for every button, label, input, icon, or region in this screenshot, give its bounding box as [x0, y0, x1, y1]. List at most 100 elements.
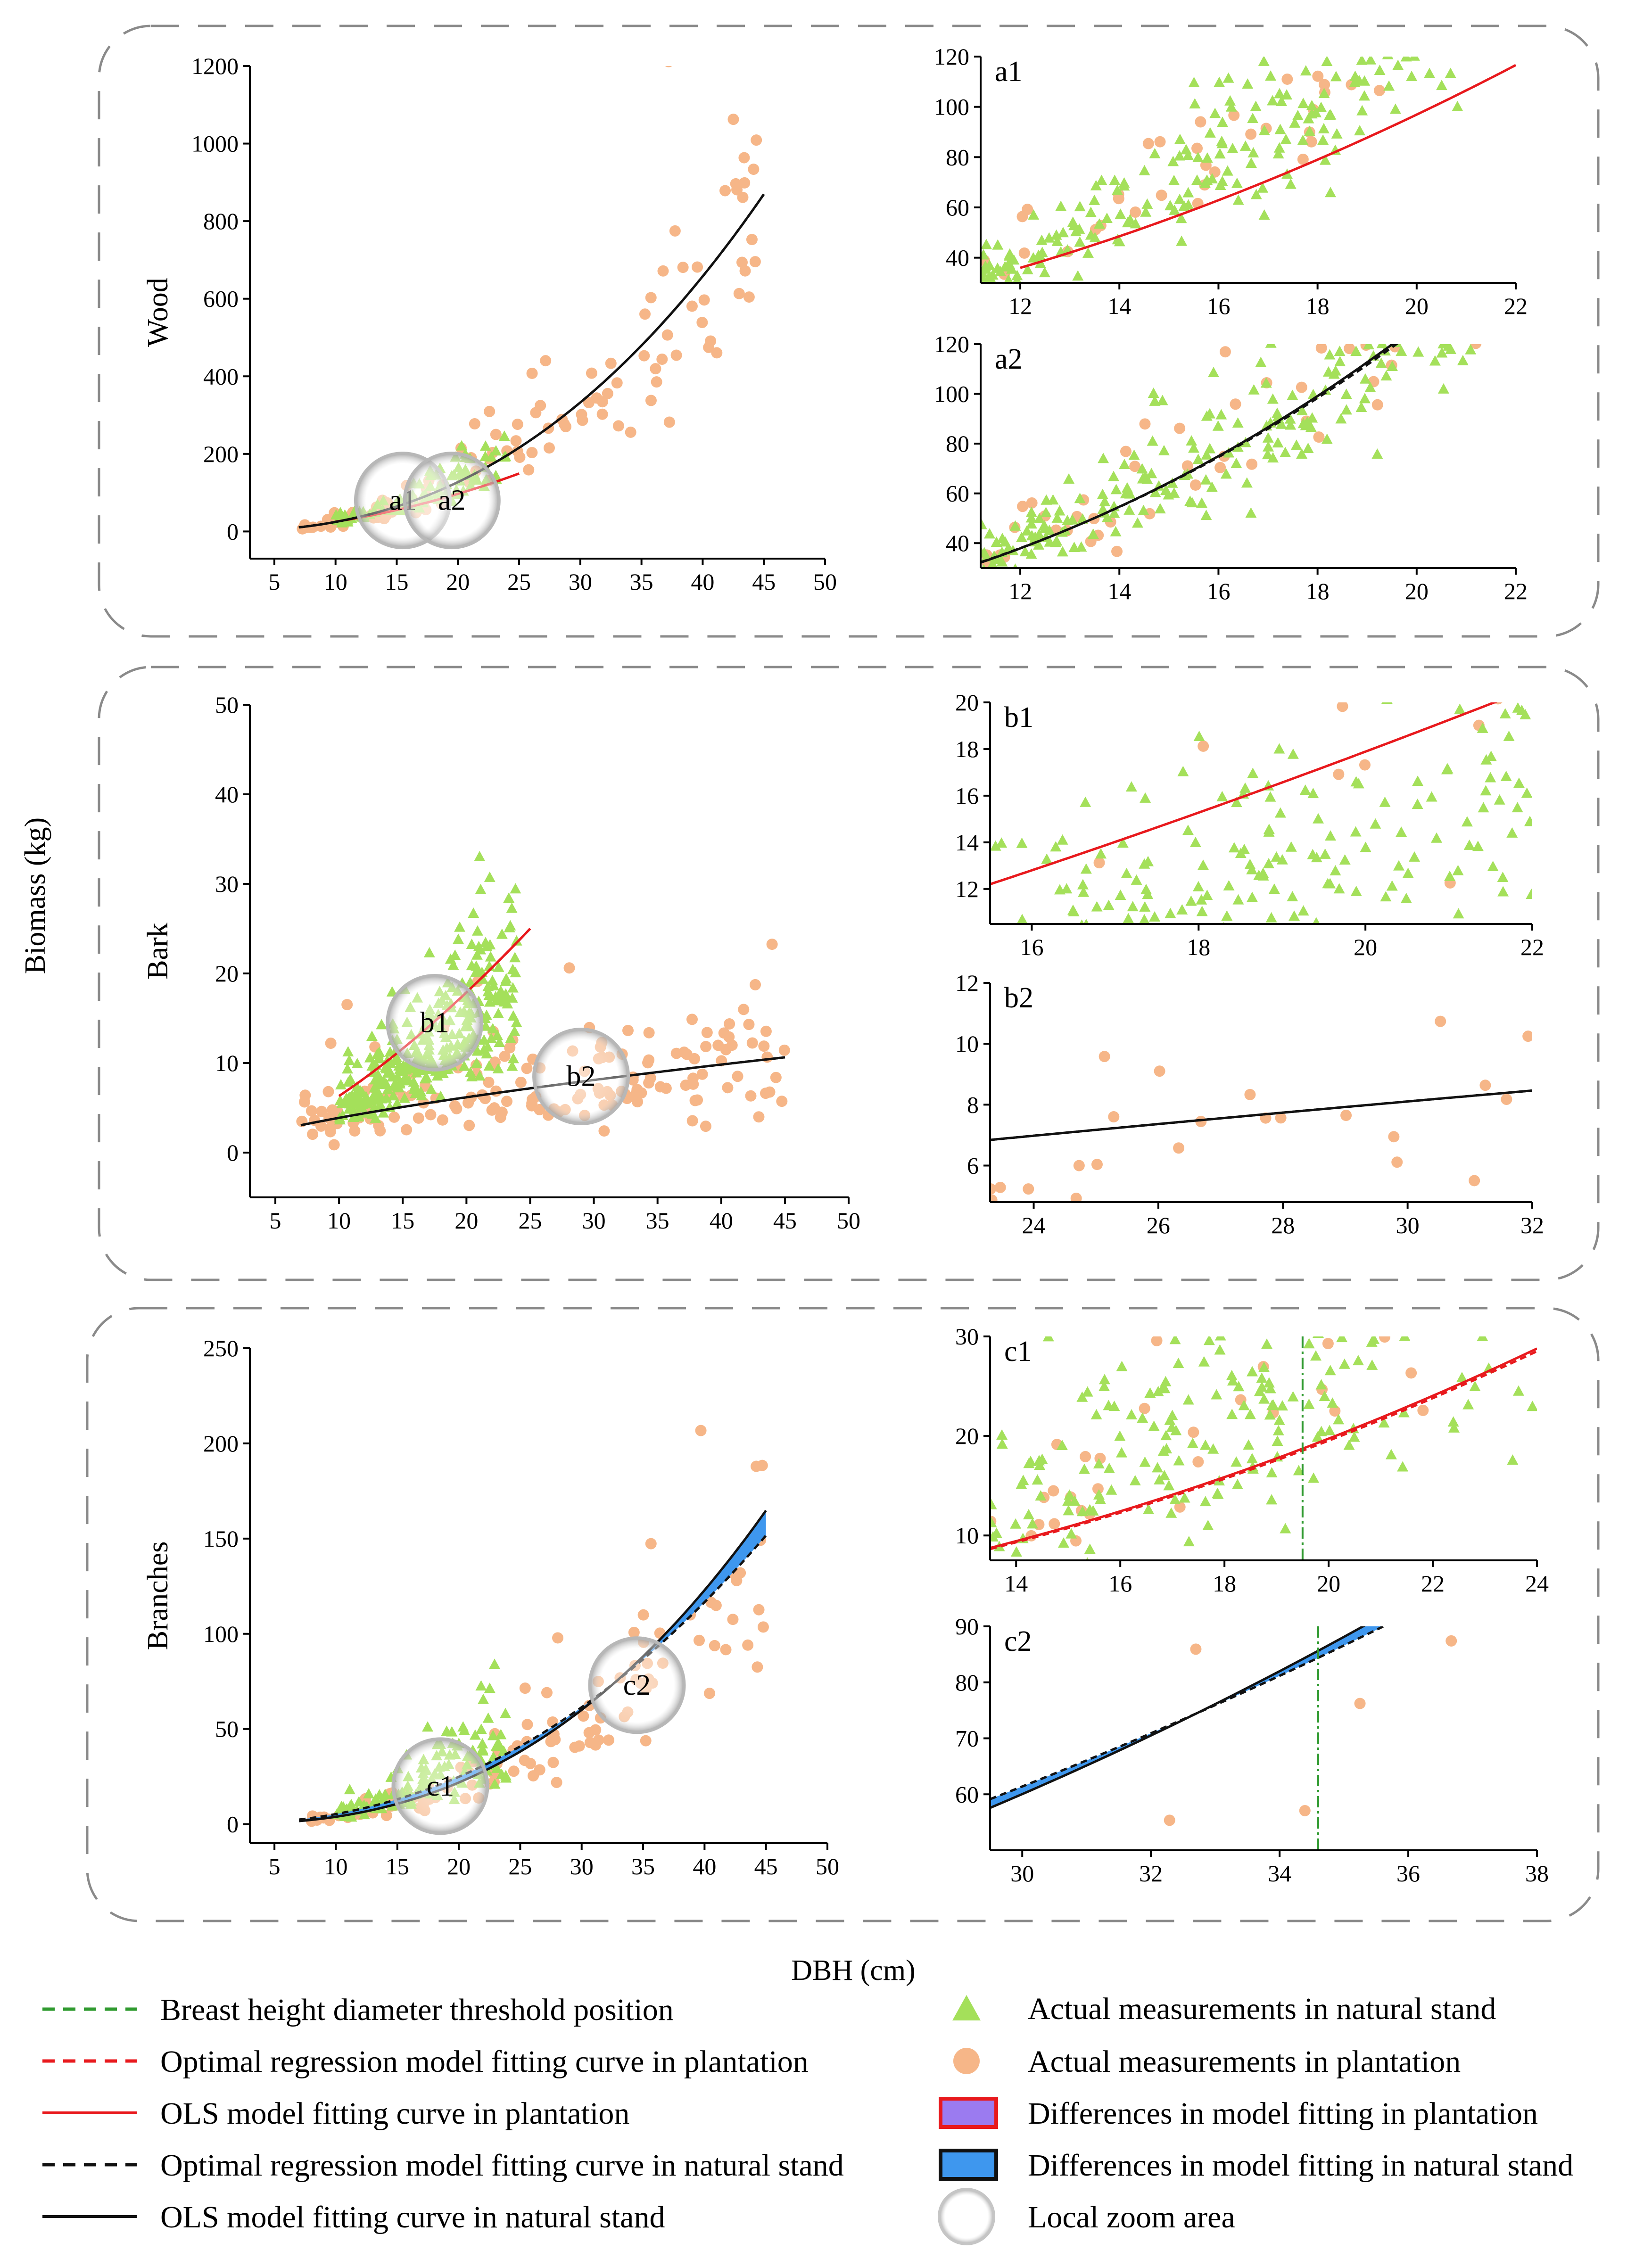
- natural-point: [335, 1079, 347, 1089]
- natural-point: [1050, 536, 1062, 547]
- natural-point: [475, 1723, 487, 1734]
- natural-point: [1285, 841, 1297, 852]
- natural-point: [511, 1017, 522, 1028]
- natural-point: [1317, 1281, 1329, 1291]
- plantation-point: [1391, 1156, 1403, 1168]
- natural-point: [1307, 849, 1319, 859]
- natural-point: [1402, 867, 1414, 878]
- natural-point: [1465, 344, 1477, 354]
- natural-point: [1483, 27, 1495, 37]
- natural-point: [492, 1737, 504, 1748]
- plantation-point: [990, 1855, 1001, 1866]
- plot-area-a1: [981, 0, 1516, 283]
- natural-point: [1224, 95, 1236, 106]
- zoom-label-c1: c1: [427, 1770, 454, 1802]
- natural-point: [1442, 763, 1454, 774]
- natural-point: [1408, 0, 1419, 4]
- natural-point: [471, 1057, 482, 1068]
- plot-area-b2: [990, 1015, 1532, 1202]
- natural-point: [1324, 1425, 1336, 1435]
- plantation-point: [727, 114, 739, 125]
- plantation-point: [709, 1640, 720, 1651]
- panel-label-wood: Wood: [142, 278, 174, 347]
- natural-point: [1359, 393, 1371, 404]
- natural-point: [1505, 1264, 1517, 1275]
- natural-point: [1139, 914, 1150, 924]
- plantation-point: [656, 353, 668, 365]
- natural-point: [1243, 1439, 1255, 1450]
- natural-point: [1287, 1391, 1299, 1401]
- natural-point: [1310, 1350, 1322, 1361]
- plantation-point: [521, 1719, 533, 1731]
- plantation-point: [743, 1019, 755, 1030]
- natural-point: [1443, 1294, 1454, 1304]
- natural-point: [1085, 229, 1097, 240]
- natural-point: [1475, 650, 1487, 660]
- natural-point: [1468, 686, 1479, 697]
- plantation-point: [512, 419, 523, 430]
- natural-point: [1362, 234, 1373, 245]
- natural-point: [1412, 799, 1423, 809]
- natural-point: [1132, 517, 1143, 528]
- plantation-point: [374, 1125, 386, 1137]
- plot-area-c2: [990, 1626, 1457, 1866]
- natural-point: [1050, 841, 1062, 852]
- natural-point: [1352, 1355, 1364, 1366]
- natural-point: [338, 1801, 349, 1812]
- zoom-circle-b2: [532, 1028, 630, 1125]
- plantation-point: [1400, 1284, 1411, 1295]
- x-tick-label: 15: [385, 569, 408, 595]
- y-tick-label: 60: [946, 480, 969, 507]
- panel-a2: 12 14 16 18 20 22 40 60 80 100 120 a2: [934, 234, 1528, 604]
- plantation-point: [643, 1027, 655, 1039]
- plantation-point: [1026, 497, 1038, 509]
- natural-point: [1274, 124, 1286, 134]
- natural-point: [1200, 474, 1212, 485]
- natural-point: [507, 1053, 519, 1063]
- natural-point: [391, 1052, 403, 1063]
- natural-point: [991, 553, 1002, 564]
- plantation-point: [586, 367, 597, 379]
- plantation-point: [1353, 1316, 1364, 1327]
- natural-point: [1221, 910, 1233, 921]
- plantation-point: [680, 1080, 692, 1091]
- natural-point: [362, 1095, 374, 1105]
- natural-point: [1263, 857, 1274, 868]
- plantation-point: [710, 1599, 722, 1611]
- plantation-point: [696, 1068, 708, 1080]
- natural-point: [1038, 971, 1049, 981]
- x-tick-label: 50: [813, 569, 837, 595]
- natural-point: [1196, 497, 1208, 508]
- natural-point: [1412, 346, 1424, 357]
- natural-point: [475, 883, 487, 894]
- x-tick-label: 20: [454, 1207, 478, 1234]
- natural-point: [1495, 1188, 1507, 1198]
- natural-point: [1192, 151, 1204, 162]
- natural-point: [1247, 147, 1259, 158]
- plantation-point: [645, 395, 657, 406]
- natural-point: [1280, 1523, 1291, 1533]
- natural-point: [1339, 1286, 1351, 1296]
- natural-point: [1319, 154, 1331, 165]
- plantation-point: [401, 1124, 413, 1136]
- natural-point: [1356, 105, 1368, 115]
- natural-point: [495, 1729, 507, 1739]
- natural-point: [1016, 1478, 1027, 1489]
- natural-point: [1164, 1414, 1176, 1425]
- plantation-point: [693, 1634, 705, 1646]
- natural-point: [1321, 433, 1333, 444]
- natural-point: [1147, 435, 1158, 446]
- natural-point: [1084, 1504, 1096, 1515]
- natural-point: [1146, 468, 1157, 478]
- natural-point: [435, 1090, 446, 1101]
- natural-point: [1121, 482, 1133, 493]
- plot-area-c1: [990, 1188, 1537, 1560]
- natural-point: [1300, 65, 1312, 76]
- natural-point: [1289, 117, 1301, 128]
- natural-point: [1374, 1237, 1385, 1247]
- natural-point: [1103, 1462, 1115, 1473]
- natural-point: [1302, 442, 1314, 453]
- natural-point: [1032, 1474, 1043, 1485]
- plantation-point: [758, 1040, 770, 1052]
- natural-point: [996, 1438, 1008, 1449]
